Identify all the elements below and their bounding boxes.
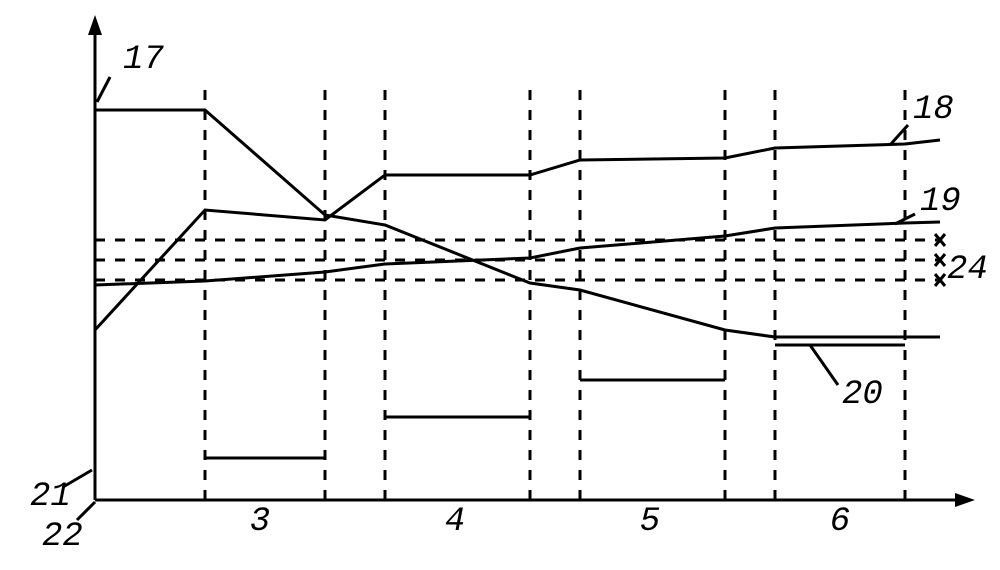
x-axis-arrow-icon (955, 493, 975, 507)
leader-line (97, 77, 110, 102)
curve-17-upper-descending (95, 110, 940, 337)
step-segments-20 (205, 345, 905, 458)
y-axis-arrow-icon (88, 15, 102, 35)
callout-18: 18 (913, 91, 954, 129)
callout-labels: 17 18 19 20 2122 24 (30, 41, 988, 556)
callout-19: 19 (920, 183, 961, 221)
x-axis-label: 6 (830, 503, 850, 541)
x-axis-label: 5 (640, 503, 660, 541)
vertical-region-lines (205, 90, 905, 500)
callout-22: 22 (42, 518, 83, 556)
curve-19 (95, 222, 940, 285)
x-axis-label: 4 (445, 503, 465, 541)
x-axis-labels: 3 4 5 6 (250, 503, 850, 541)
x-axis-label: 3 (250, 503, 270, 541)
callout-21: 21 (30, 478, 71, 516)
callout-17: 17 (123, 41, 164, 79)
curve-18 (95, 140, 940, 330)
leader-line (810, 345, 838, 385)
technical-line-diagram: 3 4 5 6 17 18 19 20 2122 24 (0, 0, 1000, 570)
callout-20: 20 (842, 376, 883, 414)
callout-24: 24 (947, 251, 988, 289)
